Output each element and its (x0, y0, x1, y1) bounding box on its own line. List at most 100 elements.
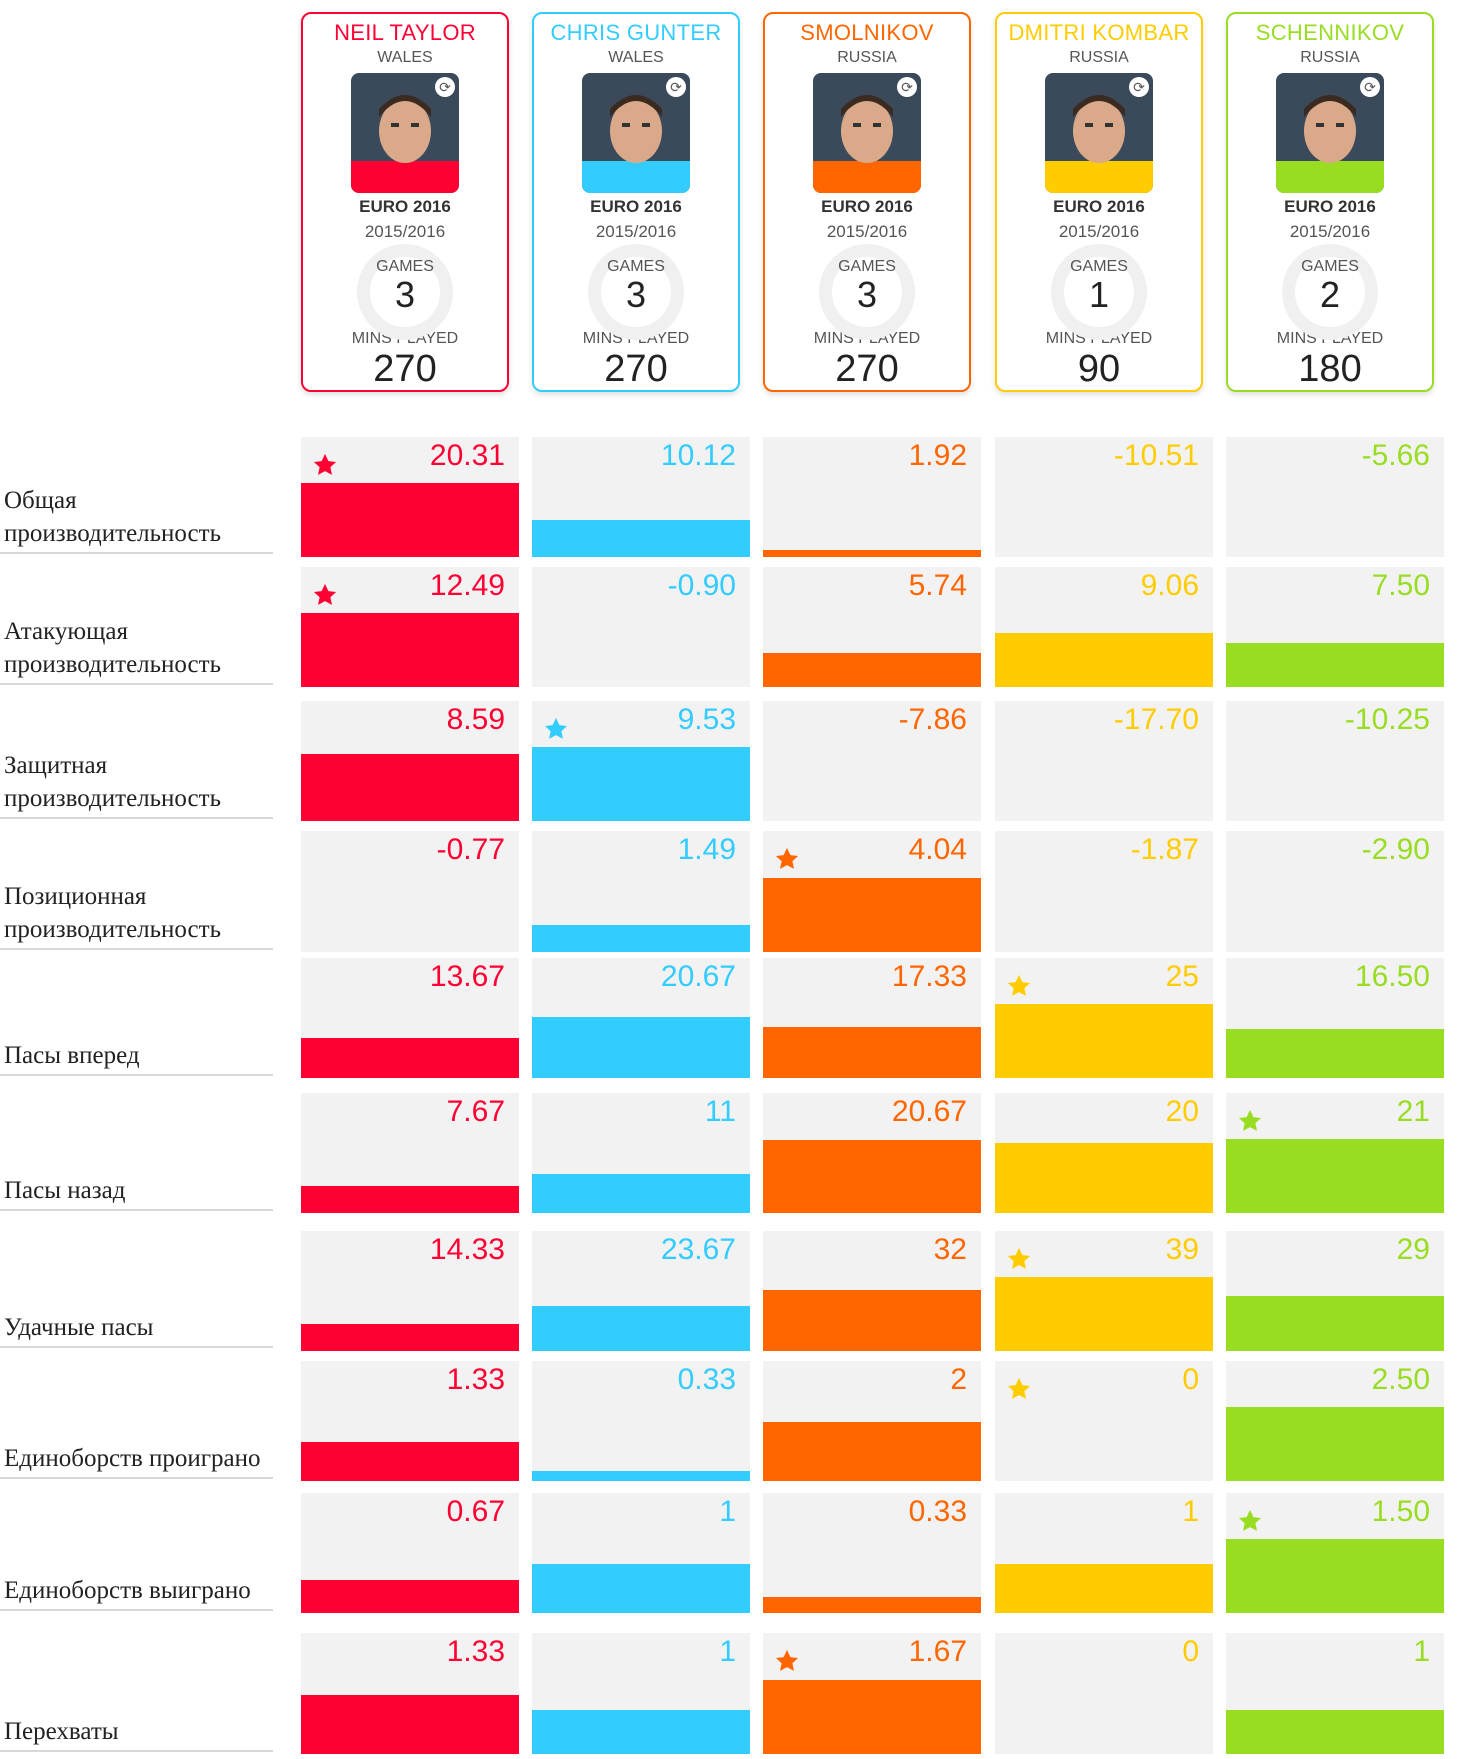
data-label: 1 (1182, 1495, 1199, 1529)
refresh-icon[interactable]: ⟳ (435, 77, 455, 97)
player-name: SCHENNIKOV (1228, 20, 1432, 46)
bar (995, 633, 1213, 687)
player-country: WALES (534, 49, 738, 67)
player-photo-icon: ⟳ (582, 73, 690, 193)
metric-cell: 20.67 (532, 958, 750, 1078)
data-label: 0 (1182, 1363, 1199, 1397)
metric-cell: 10.12 (532, 437, 750, 557)
bar (301, 1442, 519, 1481)
games-value: 1 (997, 276, 1201, 314)
metric-cell: 2 (763, 1361, 981, 1481)
player-name: NEIL TAYLOR (303, 20, 507, 46)
data-label: 1 (1413, 1635, 1430, 1669)
bar (1226, 1539, 1444, 1613)
data-label: -0.77 (437, 833, 505, 867)
refresh-icon[interactable]: ⟳ (666, 77, 686, 97)
mins-played-value: 270 (303, 348, 507, 390)
metric-label: Защитная производительность (0, 749, 273, 819)
bar (995, 1143, 1213, 1213)
data-label: 39 (1166, 1233, 1199, 1267)
data-label: 29 (1397, 1233, 1430, 1267)
refresh-icon[interactable]: ⟳ (1360, 77, 1380, 97)
bar (532, 520, 750, 557)
metric-cell: 29 (1226, 1231, 1444, 1351)
metric-cell: 20 (995, 1093, 1213, 1213)
bar (763, 1140, 981, 1213)
data-label: 14.33 (430, 1233, 505, 1267)
data-label: 2.50 (1372, 1363, 1430, 1397)
data-label: -1.87 (1131, 833, 1199, 867)
player-country: WALES (303, 49, 507, 67)
refresh-icon[interactable]: ⟳ (897, 77, 917, 97)
metric-cell: 8.59 (301, 701, 519, 821)
player-card[interactable]: CHRIS GUNTER WALES ⟳ EURO 2016 2015/2016 GAME… (532, 12, 740, 392)
data-label: 11 (705, 1095, 736, 1129)
bar (763, 1597, 981, 1613)
player-photo-icon: ⟳ (813, 73, 921, 193)
metric-cell: 1 (995, 1493, 1213, 1613)
metric-label: Единоборств проиграно (0, 1442, 273, 1479)
star-icon (773, 1647, 801, 1675)
metric-cell: -10.51 (995, 437, 1213, 557)
metric-cell: 1.92 (763, 437, 981, 557)
star-icon (1005, 1375, 1033, 1403)
data-label: 1.92 (909, 439, 967, 473)
data-label: 16.50 (1355, 960, 1430, 994)
bar (995, 1564, 1213, 1613)
bar (301, 1580, 519, 1613)
metric-cell: -0.90 (532, 567, 750, 687)
metric-label: Общая производительность (0, 484, 273, 554)
data-label: -10.51 (1114, 439, 1199, 473)
metric-cell: 0 (995, 1633, 1213, 1754)
player-card[interactable]: SCHENNIKOV RUSSIA ⟳ EURO 2016 2015/2016 GAMES… (1226, 12, 1434, 392)
bar (1226, 1710, 1444, 1754)
data-label: 32 (934, 1233, 967, 1267)
bar (301, 483, 519, 557)
player-photo-icon: ⟳ (351, 73, 459, 193)
metric-cell: 21 (1226, 1093, 1444, 1213)
metric-cell: 7.50 (1226, 567, 1444, 687)
mins-played-value: 270 (534, 348, 738, 390)
data-label: -17.70 (1114, 703, 1199, 737)
season-label: 2015/2016 (997, 222, 1201, 242)
data-label: 9.53 (678, 703, 736, 737)
metric-cell: 0.33 (763, 1493, 981, 1613)
bar (1226, 1139, 1444, 1213)
games-label: GAMES (303, 246, 507, 276)
player-card[interactable]: SMOLNIKOV RUSSIA ⟳ EURO 2016 2015/2016 GAMES 3… (763, 12, 971, 392)
data-label: 1.50 (1372, 1495, 1430, 1529)
bar (301, 1324, 519, 1351)
bar (763, 1422, 981, 1481)
star-icon (1005, 1245, 1033, 1273)
data-label: 10.12 (661, 439, 736, 473)
player-card[interactable]: NEIL TAYLOR WALES ⟳ EURO 2016 2015/2016 GAMES… (301, 12, 509, 392)
bar (532, 1306, 750, 1351)
refresh-icon[interactable]: ⟳ (1129, 77, 1149, 97)
bar (301, 754, 519, 821)
metric-cell: -17.70 (995, 701, 1213, 821)
metric-cell: -10.25 (1226, 701, 1444, 821)
bar (1226, 1407, 1444, 1481)
player-card[interactable]: DMITRI KOMBAR RUSSIA ⟳ EURO 2016 2015/2016 GA… (995, 12, 1203, 392)
tournament-label: EURO 2016 (765, 197, 969, 217)
metric-cell: 25 (995, 958, 1213, 1078)
metric-cell: 12.49 (301, 567, 519, 687)
bar (763, 1680, 981, 1754)
bar (532, 1710, 750, 1754)
data-label: 0.33 (909, 1495, 967, 1529)
data-label: 0 (1182, 1635, 1199, 1669)
star-icon (542, 715, 570, 743)
data-label: 21 (1397, 1095, 1430, 1129)
metric-cell: 1.67 (763, 1633, 981, 1754)
data-label: 8.59 (447, 703, 505, 737)
metric-cell: 5.74 (763, 567, 981, 687)
games-block: GAMES 3 (765, 246, 969, 320)
bar (532, 1564, 750, 1613)
bar (763, 1290, 981, 1351)
star-icon (311, 581, 339, 609)
games-block: GAMES 3 (534, 246, 738, 320)
metric-cell: 1 (532, 1493, 750, 1613)
metric-cell: 2.50 (1226, 1361, 1444, 1481)
data-label: 17.33 (892, 960, 967, 994)
mins-played-value: 270 (765, 348, 969, 390)
